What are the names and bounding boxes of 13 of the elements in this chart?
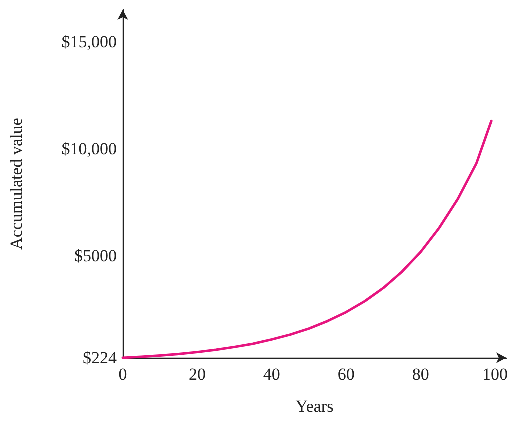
x-tick-label: 40 [263, 365, 280, 384]
x-tick-label: 80 [412, 365, 430, 384]
x-axis-title: Years [296, 397, 334, 416]
y-tick-label: $5000 [74, 246, 117, 266]
y-tick-label: $224 [83, 348, 118, 368]
x-tick-label: 20 [188, 365, 206, 384]
y-axis-title: Accumulated value [7, 118, 26, 250]
x-tick-label: 60 [338, 365, 355, 384]
line-series [122, 120, 493, 360]
x-tick-label: 0 [118, 365, 128, 384]
y-tick-label: $10,000 [62, 139, 117, 158]
x-tick-label: 100 [482, 365, 508, 384]
y-tick-label: $15,000 [62, 32, 117, 52]
